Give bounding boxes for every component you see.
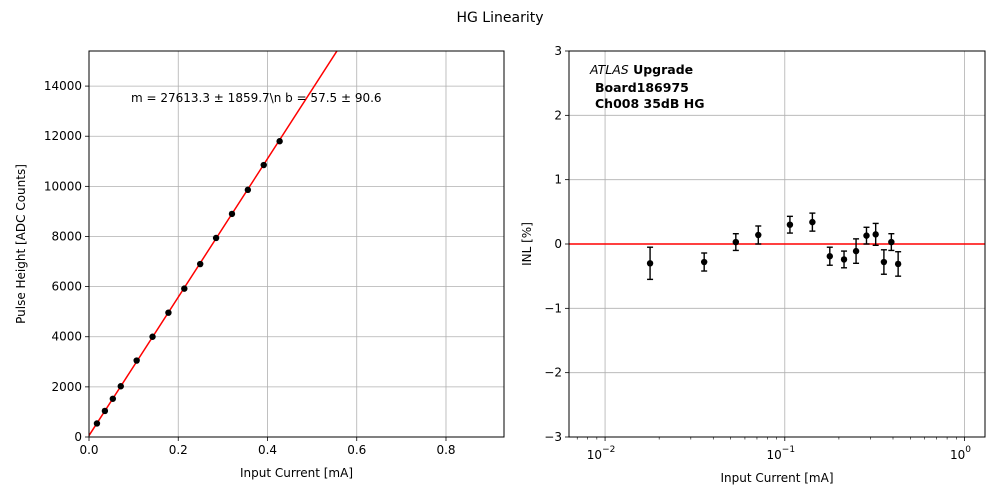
inl-points [646,212,902,281]
y-tick-label: 4000 [51,330,82,344]
inl-marker [880,258,888,266]
inl-data-point [888,233,895,252]
inl-data-point [880,249,888,275]
atlas-label-line-1: ATLAS Upgrade [589,62,693,77]
y-tick-label: 14000 [44,79,82,93]
inl-data-point [809,212,816,232]
inl-y-tick-label: 0 [554,237,562,251]
inl-marker [852,247,860,255]
data-point [101,407,109,415]
y-tick-label: 10000 [44,179,82,193]
data-point [149,333,156,340]
data-point [133,357,140,364]
inl-marker [809,218,816,226]
inl-y-tick-label: 3 [554,44,562,58]
inl-y-tick-label: 1 [554,173,562,187]
inl-data-point [863,226,870,245]
inl-marker [872,231,879,238]
x-tick-label: 0.8 [436,443,455,457]
tick-base: 10 [950,448,965,462]
tick-exponent: −1 [782,445,795,455]
inl-marker [700,258,708,266]
inl-marker [826,253,834,260]
inl-y-tick-label: 2 [554,108,562,122]
log-x-tick-label: 100 [950,445,971,462]
linearity-frame [88,50,505,438]
inl-data-point [786,215,794,234]
inl-y-tick-label: −3 [544,430,562,444]
data-point [93,420,101,427]
inl-marker [894,260,902,268]
linearity-xlabel: Input Current [mA] [240,466,353,480]
inl-y-tick-label: −2 [544,366,562,380]
inl-marker [755,231,762,239]
tick-exponent: −2 [602,445,615,455]
linearity-ylabel: Pulse Height [ADC Counts] [14,164,28,324]
inl-y-tick-label: −1 [544,301,562,315]
tick-base: 10 [767,448,782,462]
atlas-upgrade: Upgrade [629,62,693,77]
linearity-plot: 0.0 0.2 0.4 0.6 0.8 0 2000 4000 6000 8000 10000 120… [14,50,505,480]
x-tick-label: 0.4 [258,443,277,457]
tick-exponent: 0 [965,445,971,455]
inl-data-point [755,225,762,245]
x-tick-label: 0.0 [79,443,98,457]
inl-data-point [732,233,740,252]
atlas-label-channel: Ch008 35dB HG [595,96,704,111]
inl-marker [888,238,895,246]
atlas-label-board: Board186975 [595,80,689,95]
y-tick-label: 2000 [51,380,82,394]
tick-base: 10 [587,448,602,462]
inl-data-point [894,251,902,277]
data-point [109,395,117,402]
data-point [228,210,236,218]
data-point [276,138,283,145]
linearity-grid [88,51,504,438]
y-tick-label: 6000 [51,280,82,294]
data-point [117,383,124,390]
linearity-ticks: 0.0 0.2 0.4 0.6 0.8 0 2000 4000 6000 8000 10000 120… [44,79,456,457]
inl-xlabel: Input Current [mA] [720,471,833,485]
fit-annotation: m = 27613.3 ± 1859.7\n b = 57.5 ± 90.6 [131,91,382,105]
data-point [197,260,204,268]
data-point [244,186,252,194]
log-x-tick-label: 10−2 [587,445,616,462]
x-tick-label: 0.2 [169,443,188,457]
inl-data-point [646,246,654,281]
data-point [181,285,188,292]
data-point [165,309,172,316]
figure-title: HG Linearity [456,10,543,26]
linearity-points [93,138,283,427]
inl-data-point [852,238,860,264]
linear-fit-line [89,51,338,436]
inl-marker [786,221,794,228]
y-tick-label: 8000 [51,229,82,243]
inl-data-point [872,222,879,246]
y-tick-label: 0 [74,430,82,444]
x-tick-label: 0.6 [347,443,366,457]
inl-marker [646,260,654,267]
inl-data-point [840,250,848,269]
atlas-italic: ATLAS [589,62,629,77]
inl-marker [732,238,740,246]
data-point [212,234,220,242]
log-x-tick-label: 10−1 [767,445,796,462]
inl-ylabel: INL [%] [520,222,534,266]
inl-data-point [700,252,708,272]
y-tick-label: 12000 [44,129,82,143]
inl-marker [840,256,848,263]
data-point [260,161,267,169]
inl-marker [863,232,870,239]
inl-data-point [826,246,834,266]
